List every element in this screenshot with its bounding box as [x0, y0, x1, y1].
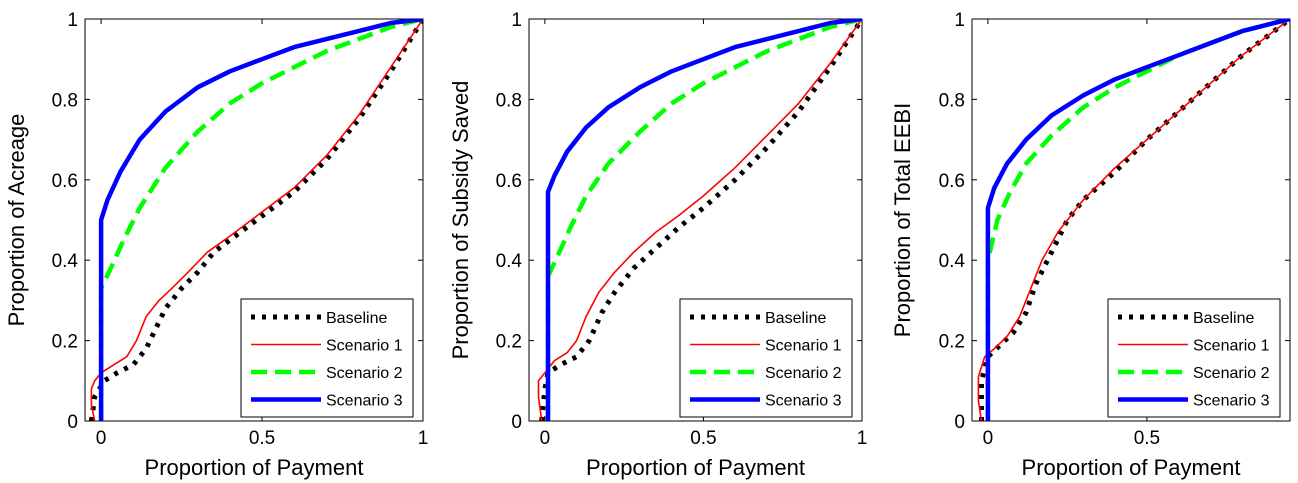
y-tick-label: 0.4: [939, 251, 966, 272]
y-tick-label: 0: [67, 412, 78, 433]
y-tick-label: 1: [67, 10, 78, 31]
series-line-2: [537, 19, 862, 421]
y-tick-label: 1: [954, 10, 965, 31]
legend-label-2: Scenario 1: [1193, 338, 1270, 355]
y-tick-label: 0.8: [52, 90, 78, 111]
x-tick-label: 0: [96, 428, 107, 449]
legend: Baseline Scenario 1 Scenario 2 Scenario 3: [240, 298, 414, 418]
legend-label-2: Scenario 1: [326, 338, 403, 355]
y-tick-label: 0.6: [52, 171, 78, 192]
x-tick-label: 1: [857, 428, 868, 449]
y-tick-label: 0.4: [52, 251, 79, 272]
y-tick-label: 0.4: [496, 251, 523, 272]
series-line-1: [88, 19, 423, 421]
legend-label-3: Scenario 2: [765, 365, 842, 382]
series-line-2: [90, 19, 423, 421]
y-tick-label: 0.8: [939, 90, 965, 111]
x-axis-label: Proportion of Payment: [145, 455, 364, 480]
series-group: [977, 19, 1290, 421]
legend-label-1: Baseline: [765, 310, 826, 327]
y-axis-label: Proportion of Acreage: [4, 114, 29, 327]
series-line-3: [98, 19, 423, 421]
chart-2: 0 0.5 1 0 0.2 0.4 0.6 0.8 1 Proportion of Payment…: [448, 10, 867, 480]
series-line-4: [545, 19, 862, 421]
legend-label-4: Scenario 3: [326, 393, 403, 410]
x-tick-label: 0.5: [690, 428, 716, 449]
chart-3: 0 0.5 0 0.2 0.4 0.6 0.8 1 Proportion of Payment P…: [890, 10, 1291, 480]
series-line-1: [539, 19, 862, 421]
y-tick-label: 0.6: [496, 171, 522, 192]
x-axis-label: Proportion of Payment: [586, 455, 805, 480]
legend: Baseline Scenario 1 Scenario 2 Scenario 3: [679, 298, 853, 418]
series-line-2: [977, 19, 1290, 421]
y-tick-label: 0: [511, 412, 522, 433]
legend-label-1: Baseline: [326, 310, 387, 327]
legend-label-3: Scenario 2: [1193, 365, 1270, 382]
series-line-3: [545, 19, 862, 421]
chart-1: 0 0.5 1 0 0.2 0.4 0.6 0.8 1 Proportion of Payment…: [4, 10, 428, 480]
y-tick-label: 0.2: [52, 332, 78, 353]
y-tick-label: 0.6: [939, 171, 965, 192]
x-axis-label: Proportion of Payment: [1022, 455, 1241, 480]
y-tick-label: 1: [511, 10, 522, 31]
series-group: [88, 19, 423, 421]
legend-label-2: Scenario 1: [765, 338, 842, 355]
y-tick-label: 0.2: [939, 332, 965, 353]
y-axis-label: Proportion of Total EEBI: [890, 103, 915, 337]
x-tick-label: 0.5: [249, 428, 275, 449]
x-tick-label: 0: [540, 428, 551, 449]
series-line-4: [98, 19, 423, 421]
y-tick-label: 0.2: [496, 332, 522, 353]
y-tick-label: 0.8: [496, 90, 522, 111]
y-tick-label: 0: [954, 412, 965, 433]
legend: Baseline Scenario 1 Scenario 2 Scenario 3: [1107, 298, 1281, 418]
legend-label-4: Scenario 3: [765, 393, 842, 410]
series-group: [537, 19, 862, 421]
x-tick-label: 1: [418, 428, 429, 449]
x-tick-label: 0: [983, 428, 994, 449]
legend-label-3: Scenario 2: [326, 365, 403, 382]
legend-label-1: Baseline: [1193, 310, 1254, 327]
y-axis-label: Proportion of Subsidy Saved: [448, 81, 473, 360]
series-line-4: [985, 19, 1290, 421]
x-tick-label: 0.5: [1134, 428, 1160, 449]
legend-label-4: Scenario 3: [1193, 393, 1270, 410]
